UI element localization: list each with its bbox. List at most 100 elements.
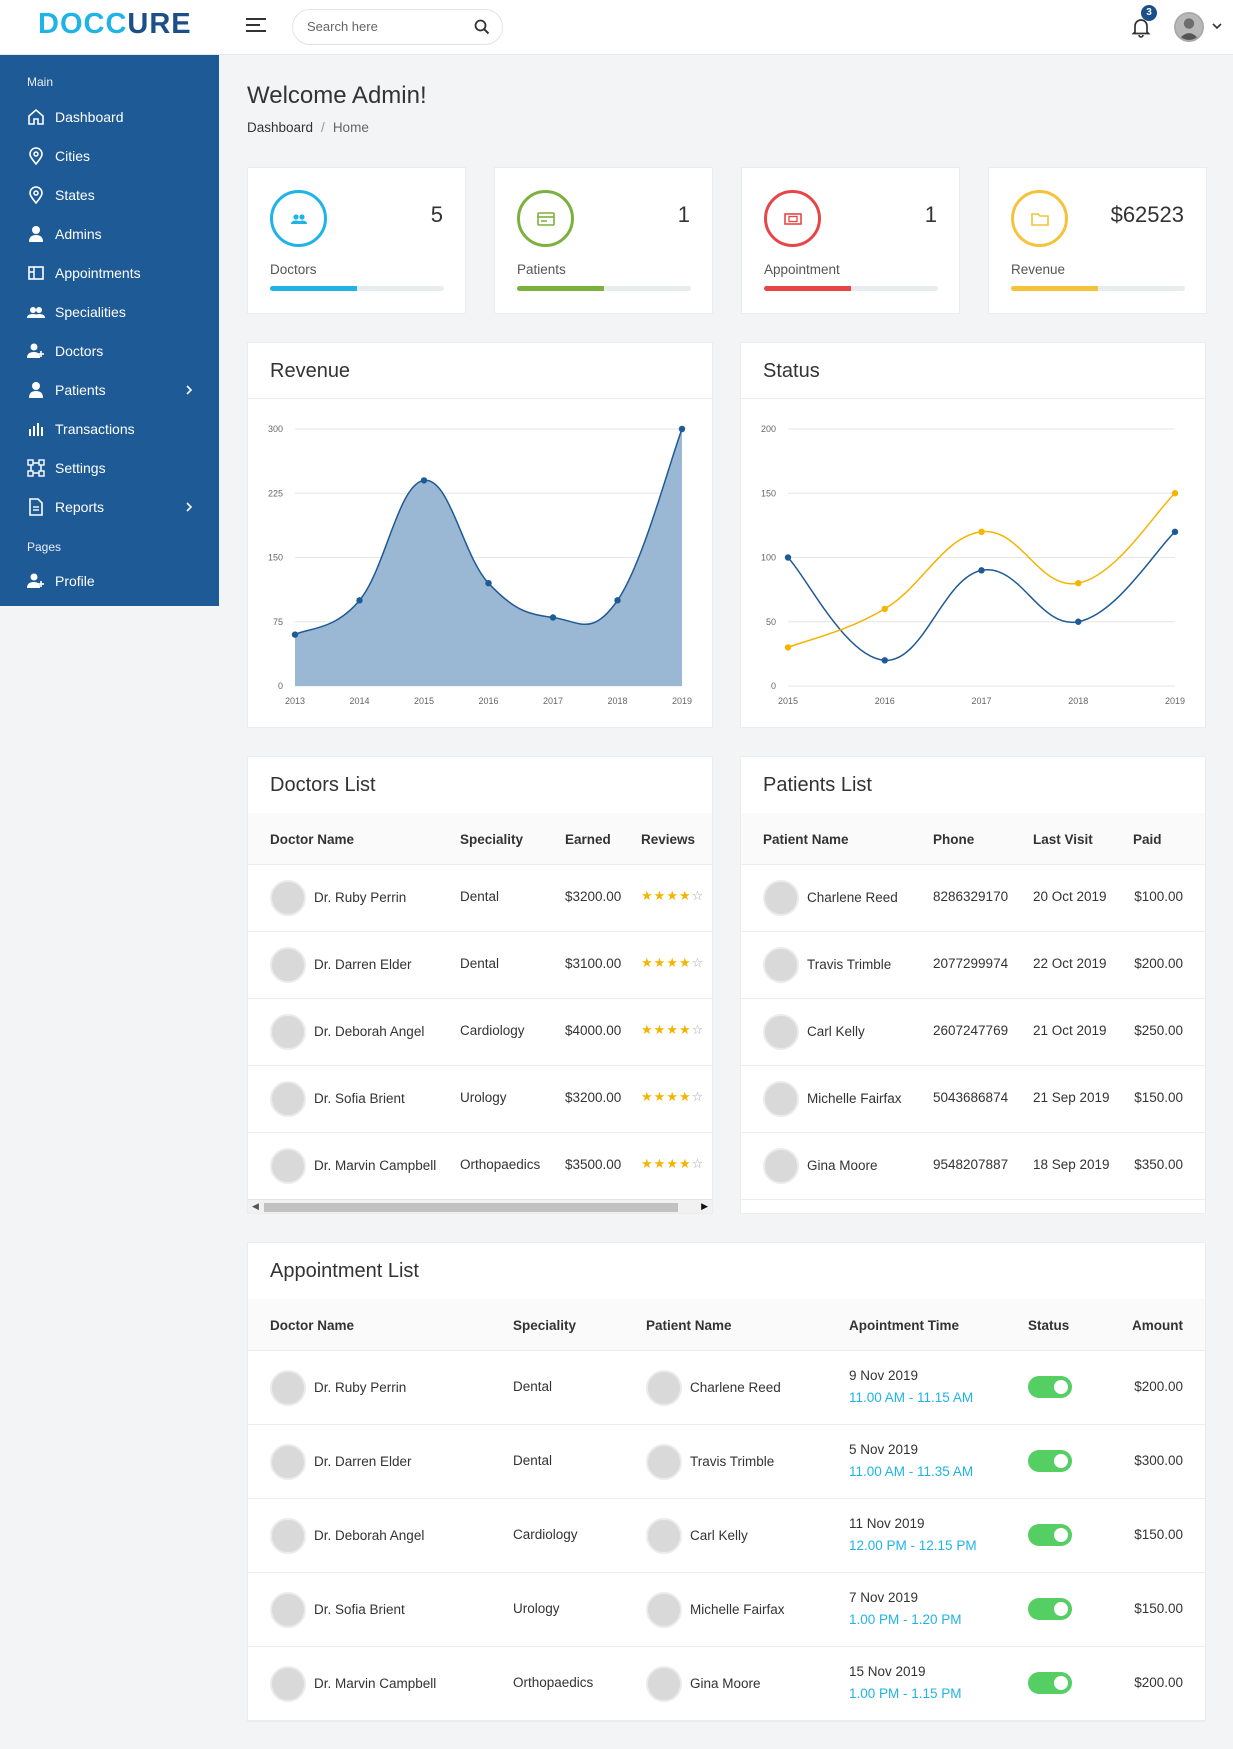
sidebar-item-patients[interactable]: Patients: [0, 373, 219, 407]
patient-last-visit: 18 Sep 2019: [1033, 1157, 1110, 1172]
stat-progress-track: [270, 286, 444, 291]
sidebar-item-doctors[interactable]: Doctors: [0, 334, 219, 368]
stat-label: Appointment: [764, 262, 840, 277]
sidebar-item-settings[interactable]: Settings: [0, 451, 219, 485]
doctor-name[interactable]: Dr. Sofia Brient: [314, 1091, 405, 1106]
breadcrumb-dashboard-link[interactable]: Dashboard: [247, 120, 314, 135]
star-icon: ★: [666, 1022, 679, 1037]
doctors-table: Doctor Name Speciality Earned Reviews Dr…: [248, 813, 712, 1200]
data-point: [356, 597, 363, 604]
y-tick-label: 100: [761, 553, 776, 563]
appointments-table: Doctor Name Speciality Patient Name Apoi…: [248, 1299, 1205, 1721]
menu-toggle-icon[interactable]: [246, 18, 266, 36]
horizontal-scrollbar[interactable]: ◀ ▶: [248, 1199, 712, 1213]
sidebar-item-specialities[interactable]: Specialities: [0, 295, 219, 329]
doctor-avatar[interactable]: [270, 1370, 306, 1406]
avatar[interactable]: [763, 1014, 799, 1050]
doctor-name[interactable]: Dr. Deborah Angel: [314, 1528, 425, 1543]
star-icon: ★: [653, 888, 667, 903]
chevron-down-icon[interactable]: [1211, 20, 1223, 32]
sidebar-item-admins[interactable]: Admins: [0, 217, 219, 251]
x-tick-label: 2017: [971, 696, 991, 706]
patient-last-visit: 21 Oct 2019: [1033, 1023, 1107, 1038]
status-toggle[interactable]: [1028, 1376, 1072, 1398]
avatar[interactable]: [763, 1148, 799, 1184]
sidebar-item-transactions[interactable]: Transactions: [0, 412, 219, 446]
star-icon: ★: [653, 955, 667, 970]
appointment-stat-icon-ring: [764, 190, 821, 247]
sidebar-item-appointments[interactable]: Appointments: [0, 256, 219, 290]
sidebar-item-label: Settings: [55, 460, 106, 476]
breadcrumb-current: Home: [332, 120, 369, 135]
search-input[interactable]: [307, 19, 467, 34]
table-row: Charlene Reed 8286329170 20 Oct 2019 $100.0…: [741, 865, 1205, 932]
patient-name[interactable]: Gina Moore: [807, 1158, 878, 1173]
avatar[interactable]: [270, 880, 306, 916]
th-speciality: Speciality: [513, 1318, 577, 1333]
patient-avatar[interactable]: [646, 1370, 682, 1406]
scroll-left-arrow-icon[interactable]: ◀: [252, 1201, 259, 1211]
bell-icon[interactable]: [1130, 16, 1152, 38]
avatar[interactable]: [763, 947, 799, 983]
th-patient-name: Patient Name: [763, 832, 849, 847]
patient-name[interactable]: Michelle Fairfax: [807, 1091, 902, 1106]
status-toggle[interactable]: [1028, 1450, 1072, 1472]
patient-avatar[interactable]: [646, 1592, 682, 1628]
page-title: Welcome Admin!: [247, 82, 427, 109]
table-row: Michelle Fairfax 5043686874 21 Sep 2019 $15…: [741, 1066, 1205, 1133]
patient-name[interactable]: Carl Kelly: [807, 1024, 865, 1039]
star-icon: ☆: [691, 955, 705, 970]
logo[interactable]: DOCCURE: [38, 8, 192, 41]
th-status: Status: [1028, 1318, 1070, 1333]
patient-name[interactable]: Michelle Fairfax: [690, 1602, 785, 1617]
scrollbar-thumb[interactable]: [264, 1203, 678, 1212]
x-tick-label: 2016: [875, 696, 895, 706]
patient-name[interactable]: Charlene Reed: [807, 890, 898, 905]
doctor-name[interactable]: Dr. Ruby Perrin: [314, 1380, 407, 1395]
doctor-avatar[interactable]: [270, 1518, 306, 1554]
doctor-name[interactable]: Dr. Ruby Perrin: [314, 890, 407, 905]
doctor-name[interactable]: Dr. Marvin Campbell: [314, 1158, 437, 1173]
doctor-name[interactable]: Dr. Sofia Brient: [314, 1602, 405, 1617]
sidebar-item-profile[interactable]: Profile: [0, 564, 219, 598]
patient-name[interactable]: Charlene Reed: [690, 1380, 781, 1395]
doctor-name[interactable]: Dr. Darren Elder: [314, 957, 412, 972]
doctor-name[interactable]: Dr. Darren Elder: [314, 1454, 412, 1469]
sidebar-item-reports[interactable]: Reports: [0, 490, 219, 524]
sidebar-item-states[interactable]: States: [0, 178, 219, 212]
scroll-right-arrow-icon[interactable]: ▶: [701, 1201, 708, 1211]
patient-avatar[interactable]: [646, 1518, 682, 1554]
user-avatar[interactable]: [1174, 12, 1204, 42]
patient-name[interactable]: Travis Trimble: [807, 957, 892, 972]
patient-avatar[interactable]: [646, 1666, 682, 1702]
avatar[interactable]: [270, 1014, 306, 1050]
doctor-speciality: Dental: [460, 889, 500, 904]
status-toggle[interactable]: [1028, 1672, 1072, 1694]
doctor-avatar[interactable]: [270, 1444, 306, 1480]
avatar[interactable]: [763, 1081, 799, 1117]
status-toggle[interactable]: [1028, 1598, 1072, 1620]
patient-name[interactable]: Carl Kelly: [690, 1528, 748, 1543]
search-icon[interactable]: [474, 19, 490, 35]
patient-name[interactable]: Gina Moore: [690, 1676, 761, 1691]
avatar[interactable]: [270, 1081, 306, 1117]
sidebar-item-cities[interactable]: Cities: [0, 139, 219, 173]
table-row: Dr. Deborah Angel Cardiology $4000.00 ★★★★☆: [248, 999, 712, 1066]
doctor-avatar[interactable]: [270, 1666, 306, 1702]
avatar[interactable]: [270, 1148, 306, 1184]
x-tick-label: 2016: [478, 696, 498, 706]
avatar[interactable]: [270, 947, 306, 983]
doctors-list-title: Doctors List: [270, 774, 376, 796]
sidebar-item-dashboard[interactable]: Dashboard: [0, 100, 219, 134]
patient-avatar[interactable]: [646, 1444, 682, 1480]
avatar[interactable]: [763, 880, 799, 916]
patient-phone: 8286329170: [933, 889, 1009, 904]
appointment-date: 11 Nov 2019: [849, 1516, 925, 1531]
star-icon: ★: [666, 955, 679, 970]
doctor-avatar[interactable]: [270, 1592, 306, 1628]
status-toggle[interactable]: [1028, 1524, 1072, 1546]
doctor-name[interactable]: Dr. Marvin Campbell: [314, 1676, 437, 1691]
stat-value: 1: [677, 202, 690, 227]
patient-name[interactable]: Travis Trimble: [690, 1454, 775, 1469]
doctor-name[interactable]: Dr. Deborah Angel: [314, 1024, 425, 1039]
